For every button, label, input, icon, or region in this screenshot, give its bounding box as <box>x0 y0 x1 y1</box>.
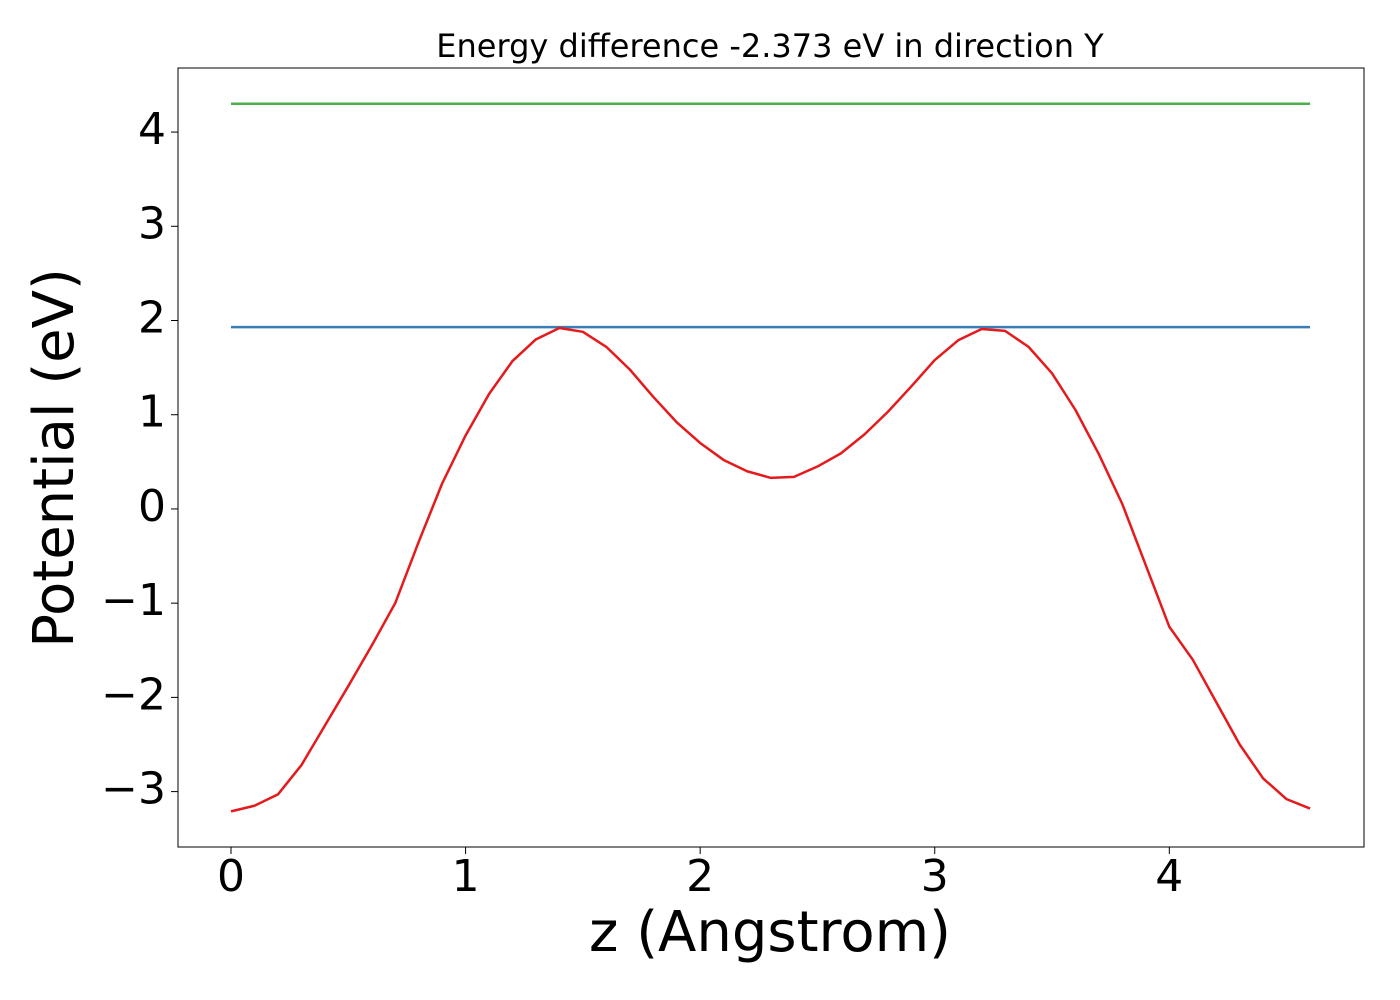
x-axis-label: z (Angstrom) <box>589 900 951 965</box>
x-tick-label: 2 <box>686 851 714 902</box>
x-tick-label: 0 <box>217 851 245 902</box>
x-tick-label: 3 <box>921 851 949 902</box>
x-tick-label: 4 <box>1155 851 1183 902</box>
y-tick-label: 0 <box>138 481 166 532</box>
y-tick-label: −3 <box>101 764 166 815</box>
x-tick-label: 1 <box>452 851 480 902</box>
data-line <box>230 326 1311 813</box>
y-tick-label: 3 <box>138 198 166 249</box>
plot-frame <box>177 67 1365 848</box>
y-tick-label: −2 <box>101 669 166 720</box>
y-tick-label: −1 <box>101 575 166 626</box>
y-axis-label: Potential (eV) <box>22 268 87 648</box>
y-tick-label: 2 <box>138 293 166 344</box>
y-tick-label: 4 <box>138 104 166 155</box>
y-tick-label: 1 <box>138 387 166 438</box>
chart-title: Energy difference -2.373 eV in direction… <box>436 27 1104 65</box>
